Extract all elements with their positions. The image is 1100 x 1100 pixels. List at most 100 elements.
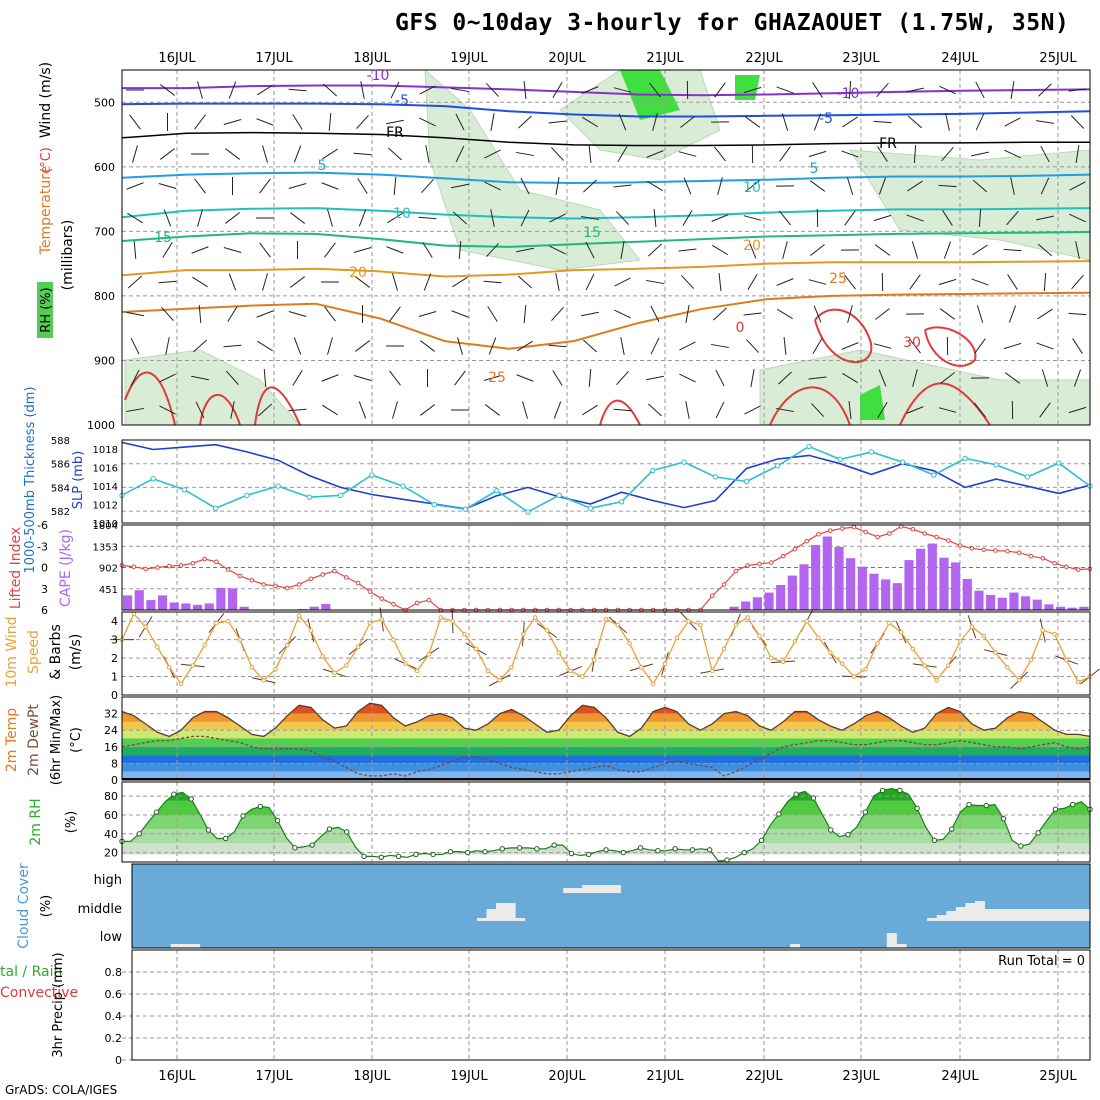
rh-marker bbox=[741, 849, 747, 856]
wind-barb bbox=[812, 338, 823, 354]
day-label-bottom: 23JUL bbox=[842, 1069, 880, 1084]
wind-barb bbox=[452, 276, 468, 288]
wind-barb bbox=[618, 113, 627, 131]
wind-barb bbox=[582, 116, 598, 128]
rh-marker bbox=[637, 845, 644, 851]
li-marker bbox=[1040, 555, 1046, 561]
wind-barb bbox=[679, 341, 696, 351]
wind-barb bbox=[974, 338, 986, 354]
wind-barb bbox=[1038, 83, 1052, 97]
wind-barb bbox=[940, 372, 955, 384]
rh-marker bbox=[707, 847, 713, 853]
cape-axis-label: CAPE (J/kg) bbox=[58, 529, 74, 607]
cape-bar bbox=[1056, 606, 1066, 610]
slp-marker bbox=[494, 488, 500, 494]
wind-barb bbox=[418, 216, 437, 220]
li-marker bbox=[816, 531, 821, 537]
wind-marker bbox=[450, 618, 455, 624]
cloud-background bbox=[132, 864, 1090, 948]
wind-barb bbox=[613, 408, 632, 412]
wind-barb bbox=[1068, 88, 1087, 92]
wind-barb bbox=[290, 212, 305, 224]
wind-axis-label-4: (m/s) bbox=[68, 634, 84, 671]
precip-axis-label-1: tal / Rain bbox=[0, 964, 62, 980]
cape-tick: 451 bbox=[99, 585, 118, 596]
wind-barb bbox=[846, 177, 854, 195]
wind-marker bbox=[556, 650, 562, 655]
wind-barb bbox=[549, 245, 566, 255]
wind-barb bbox=[616, 370, 629, 386]
wind-barb bbox=[650, 305, 660, 323]
wind-barb bbox=[488, 337, 497, 355]
wind-barb bbox=[485, 404, 500, 416]
slp-marker bbox=[400, 483, 406, 489]
cloud-bar-middle bbox=[486, 909, 497, 921]
rh-marker bbox=[344, 829, 350, 835]
temp-2m-frame bbox=[121, 696, 1091, 781]
day-label-top: 22JUL bbox=[745, 51, 783, 66]
li-tick: -6 bbox=[37, 519, 48, 532]
li-marker bbox=[910, 526, 916, 532]
wind-barb bbox=[1069, 181, 1086, 191]
wind-marker bbox=[131, 611, 137, 617]
wind-barb bbox=[518, 115, 532, 129]
wind-barb bbox=[393, 176, 397, 196]
wind-marker bbox=[143, 624, 148, 630]
wind-barb bbox=[743, 86, 762, 94]
wind-barb bbox=[906, 87, 924, 93]
wind-barb bbox=[1068, 406, 1087, 414]
wind-barb bbox=[617, 146, 628, 162]
wind-marker bbox=[214, 620, 219, 626]
wind-barb bbox=[744, 405, 761, 415]
wind-barb bbox=[873, 343, 892, 349]
slp-marker bbox=[837, 456, 843, 463]
wind-barb bbox=[548, 120, 567, 124]
temp-band bbox=[122, 755, 1090, 764]
cape-bar bbox=[869, 573, 879, 610]
grid bbox=[122, 70, 1090, 1061]
slp-marker bbox=[181, 487, 188, 493]
wind-barb bbox=[129, 114, 141, 130]
wind-barb bbox=[683, 177, 692, 195]
li-tick: 3 bbox=[41, 583, 48, 596]
surface-contour bbox=[599, 399, 641, 426]
wind-marker bbox=[709, 668, 715, 674]
wind-barb bbox=[713, 307, 727, 321]
rh-marker bbox=[689, 847, 696, 853]
wind-barb bbox=[581, 311, 599, 317]
wind-barb bbox=[389, 370, 401, 386]
cape-bar bbox=[776, 585, 786, 610]
wind-marker bbox=[296, 613, 302, 618]
thickness-tick: 586 bbox=[51, 460, 70, 471]
wind-barb bbox=[455, 113, 465, 131]
wind-marker bbox=[166, 665, 172, 670]
precip-frame bbox=[131, 949, 1091, 1061]
wind-marker bbox=[910, 646, 916, 652]
wind-marker bbox=[922, 663, 928, 668]
wind-barb bbox=[1037, 243, 1053, 257]
rh-marker bbox=[862, 809, 868, 815]
cloud-bar-middle bbox=[965, 903, 976, 921]
wind-barb bbox=[911, 241, 919, 259]
wind-barb bbox=[909, 274, 921, 290]
wind-barb bbox=[877, 146, 888, 162]
wind-barb bbox=[650, 337, 660, 355]
rh-marker bbox=[205, 827, 212, 833]
rh-marker bbox=[620, 849, 626, 856]
slp-tick: 1014 bbox=[93, 482, 118, 493]
wind-barb bbox=[875, 308, 890, 320]
wind-barb bbox=[520, 209, 530, 227]
wind-barb bbox=[288, 408, 307, 412]
wind-barb bbox=[1040, 177, 1050, 195]
slp-tick: 1012 bbox=[93, 501, 118, 512]
day-label-bottom: 18JUL bbox=[353, 1069, 391, 1084]
wind-barb bbox=[356, 114, 369, 130]
wind-barb bbox=[812, 82, 823, 98]
wind-marker bbox=[780, 659, 786, 665]
isotherm-label: 10 bbox=[393, 206, 411, 222]
wind-barb bbox=[551, 306, 564, 322]
wind-barb bbox=[747, 274, 758, 290]
wind-barb bbox=[907, 180, 923, 192]
cape-bar bbox=[939, 557, 949, 610]
rh-marker bbox=[447, 848, 454, 855]
